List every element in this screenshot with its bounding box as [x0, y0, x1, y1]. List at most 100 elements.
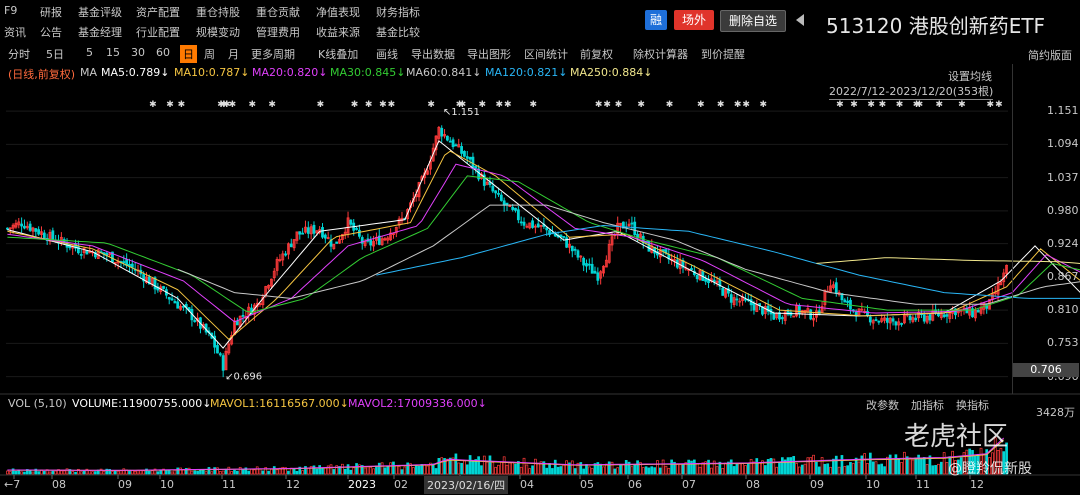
volume-bar: [687, 459, 691, 475]
toolbar-item[interactable]: 区间统计: [524, 48, 568, 61]
event-marker[interactable]: ✱: [229, 100, 237, 110]
menu-item[interactable]: 财务指标: [376, 6, 420, 19]
event-marker[interactable]: ✱: [223, 100, 231, 110]
menu-item[interactable]: 基金比较: [376, 26, 420, 39]
event-marker[interactable]: ✱: [836, 100, 844, 110]
toolbar-item[interactable]: 日: [180, 45, 197, 63]
toolbar-item[interactable]: 前复权: [580, 48, 613, 61]
ma-value: MA20:0.820↓: [252, 66, 328, 79]
event-marker[interactable]: ✱: [178, 100, 186, 110]
event-marker[interactable]: ✱: [317, 100, 325, 110]
event-marker[interactable]: ✱: [351, 100, 359, 110]
settings-ma-button[interactable]: 设置均线: [948, 70, 992, 83]
menu-item[interactable]: 管理费用: [256, 26, 300, 39]
event-marker[interactable]: ✱: [913, 100, 921, 110]
toolbar-item[interactable]: K线叠加: [318, 48, 359, 61]
volume-bar: [417, 465, 421, 475]
volume-bar: [920, 457, 923, 475]
chevron-left-icon[interactable]: [796, 14, 804, 26]
event-marker[interactable]: ✱: [935, 100, 943, 110]
toolbar-item[interactable]: 除权计算器: [633, 48, 688, 61]
toolbar-item[interactable]: 导出图形: [467, 48, 511, 61]
event-marker[interactable]: ✱: [220, 100, 228, 110]
toolbar-item[interactable]: 60: [156, 46, 170, 59]
ma-label: MA: [80, 66, 98, 79]
volume-tool-button[interactable]: 加指标: [911, 399, 944, 412]
event-marker[interactable]: ✱: [879, 100, 887, 110]
event-marker[interactable]: ✱: [697, 100, 705, 110]
menu-item[interactable]: 基金评级: [78, 6, 122, 19]
event-marker[interactable]: ✱: [595, 100, 603, 110]
event-marker[interactable]: ✱: [666, 100, 674, 110]
event-marker[interactable]: ✱: [504, 100, 512, 110]
menu-item[interactable]: F9: [4, 4, 18, 17]
event-marker[interactable]: ✱: [166, 100, 174, 110]
volume-bar: [860, 455, 864, 475]
event-marker[interactable]: ✱: [459, 100, 467, 110]
event-marker[interactable]: ✱: [217, 100, 225, 110]
menu-item[interactable]: 净值表现: [316, 6, 360, 19]
menu-item[interactable]: 重仓持股: [196, 6, 240, 19]
event-marker[interactable]: ✱: [427, 100, 435, 110]
toolbar-item[interactable]: 导出数据: [411, 48, 455, 61]
volume-bar: [602, 466, 605, 475]
volume-bar: [880, 463, 884, 475]
candle-body: [999, 281, 1003, 286]
event-marker[interactable]: ✱: [268, 100, 276, 110]
volume-tool-button[interactable]: 改参数: [866, 399, 899, 412]
event-marker[interactable]: ✱: [717, 100, 725, 110]
volume-tool-button[interactable]: 换指标: [956, 399, 989, 412]
event-marker[interactable]: ✱: [379, 100, 387, 110]
event-marker[interactable]: ✱: [958, 100, 966, 110]
toolbar-item[interactable]: 5日: [46, 48, 64, 61]
toolbar-item[interactable]: 周: [204, 48, 215, 61]
menu-item[interactable]: 行业配置: [136, 26, 180, 39]
event-marker[interactable]: ✱: [478, 100, 486, 110]
volume-bar: [480, 465, 483, 475]
event-marker[interactable]: ✱: [456, 100, 464, 110]
event-marker[interactable]: ✱: [987, 100, 995, 110]
event-marker[interactable]: ✱: [759, 100, 767, 110]
toolbar-item[interactable]: 30: [131, 46, 145, 59]
toolbar-item[interactable]: 月: [228, 48, 239, 61]
event-marker[interactable]: ✱: [995, 100, 1003, 110]
event-marker[interactable]: ✱: [916, 100, 924, 110]
toolbar-item[interactable]: 更多周期: [251, 48, 295, 61]
menu-item[interactable]: 研报: [40, 6, 62, 19]
event-marker[interactable]: ✱: [734, 100, 742, 110]
event-marker[interactable]: ✱: [615, 100, 623, 110]
menu-item[interactable]: 收益来源: [316, 26, 360, 39]
toolbar-item[interactable]: 分时: [8, 48, 30, 61]
event-marker[interactable]: ✱: [867, 100, 875, 110]
menu-item[interactable]: 资产配置: [136, 6, 180, 19]
event-marker[interactable]: ✱: [388, 100, 396, 110]
volume-bar: [468, 455, 472, 475]
toolbar-item[interactable]: 5: [86, 46, 93, 59]
menu-item[interactable]: 重仓贡献: [256, 6, 300, 19]
candle-body: [463, 151, 466, 157]
event-marker[interactable]: ✱: [149, 100, 157, 110]
event-marker[interactable]: ✱: [896, 100, 904, 110]
event-marker[interactable]: ✱: [495, 100, 503, 110]
event-marker[interactable]: ✱: [249, 100, 257, 110]
event-marker[interactable]: ✱: [530, 100, 538, 110]
volume-bar: [420, 464, 424, 475]
event-marker[interactable]: ✱: [742, 100, 750, 110]
margin-badge[interactable]: 融: [645, 10, 667, 30]
menu-item[interactable]: 规模变动: [196, 26, 240, 39]
event-marker[interactable]: ✱: [365, 100, 373, 110]
toolbar-item[interactable]: 15: [106, 46, 120, 59]
otc-badge[interactable]: 场外: [674, 10, 714, 30]
volume-bar: [281, 466, 285, 475]
menu-item[interactable]: 资讯: [4, 26, 26, 39]
menu-item[interactable]: 公告: [40, 26, 62, 39]
event-marker[interactable]: ✱: [850, 100, 858, 110]
simple-layout-button[interactable]: 简约版面: [1028, 49, 1072, 62]
menu-item[interactable]: 基金经理: [78, 26, 122, 39]
event-marker[interactable]: ✱: [637, 100, 645, 110]
toolbar-item[interactable]: 画线: [376, 48, 398, 61]
remove-watchlist-button[interactable]: 删除自选: [720, 10, 786, 32]
toolbar-item[interactable]: 到价提醒: [701, 48, 745, 61]
event-marker[interactable]: ✱: [603, 100, 611, 110]
